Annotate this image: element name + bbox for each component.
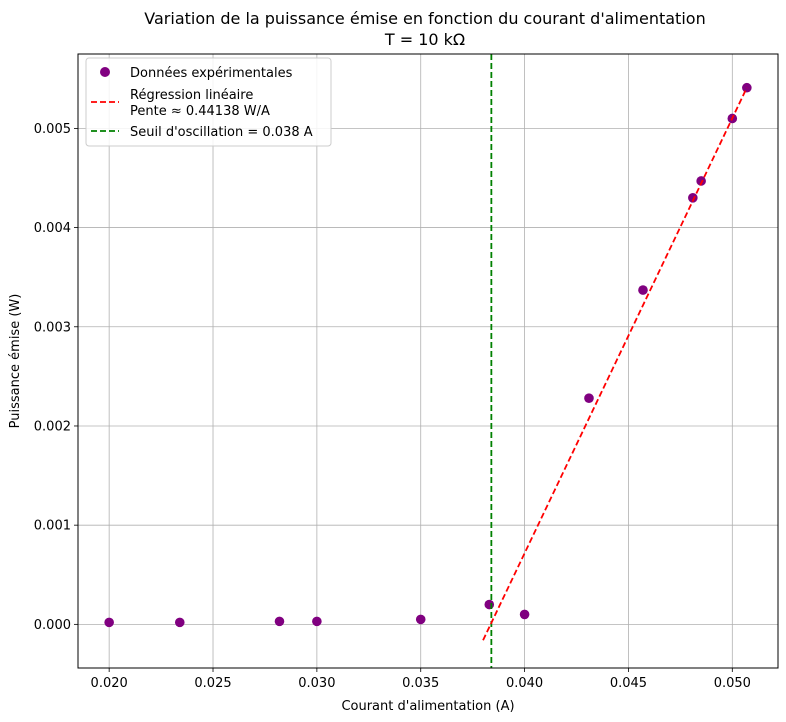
legend-label-threshold: Seuil d'oscillation = 0.038 A [130,125,313,140]
data-point [638,285,648,295]
y-tick-label: 0.003 [34,320,71,335]
y-tick-label: 0.002 [34,419,71,434]
legend: Données expérimentales Régression linéai… [85,57,332,147]
grid-lines [78,54,778,668]
x-tick-label: 0.025 [194,676,231,691]
x-axis-ticks: 0.020 0.025 0.030 0.035 0.040 0.045 0.050 [91,668,751,691]
data-point [174,617,185,628]
y-tick-label: 0.005 [34,122,71,137]
legend-label-scatter: Données expérimentales [130,66,293,81]
regression-line [482,87,748,641]
plot-frame [77,53,779,669]
data-point [519,609,530,620]
legend-label-regression-line1: Régression linéaire [130,88,253,103]
data-point [584,393,594,403]
data-point [688,193,698,203]
x-tick-label: 0.020 [91,676,128,691]
x-tick-label: 0.030 [298,676,335,691]
legend-box [85,57,332,147]
y-axis-label: Puissance émise (W) [8,294,23,429]
data-point [104,617,114,628]
x-tick-label: 0.050 [714,676,751,691]
data-point [415,614,426,625]
chart-title: Variation de la puissance émise en fonct… [144,9,705,28]
y-tick-label: 0.001 [34,519,71,534]
x-axis-label: Courant d'alimentation (A) [341,699,514,714]
y-axis-ticks: 0.000 0.001 0.002 0.003 0.004 0.005 [34,122,78,633]
plot-marks [104,54,752,668]
y-tick-label: 0.000 [34,618,71,633]
legend-label-regression-line2: Pente ≈ 0.44138 W/A [130,104,270,119]
data-point [696,176,706,186]
data-point [484,599,495,610]
data-point [274,616,285,627]
y-tick-label: 0.004 [34,221,71,236]
x-tick-label: 0.045 [610,676,647,691]
x-tick-label: 0.035 [402,676,439,691]
x-tick-label: 0.040 [506,676,543,691]
legend-marker-scatter [100,67,110,77]
chart-subtitle: T = 10 kΩ [384,30,465,49]
data-point [312,616,322,627]
